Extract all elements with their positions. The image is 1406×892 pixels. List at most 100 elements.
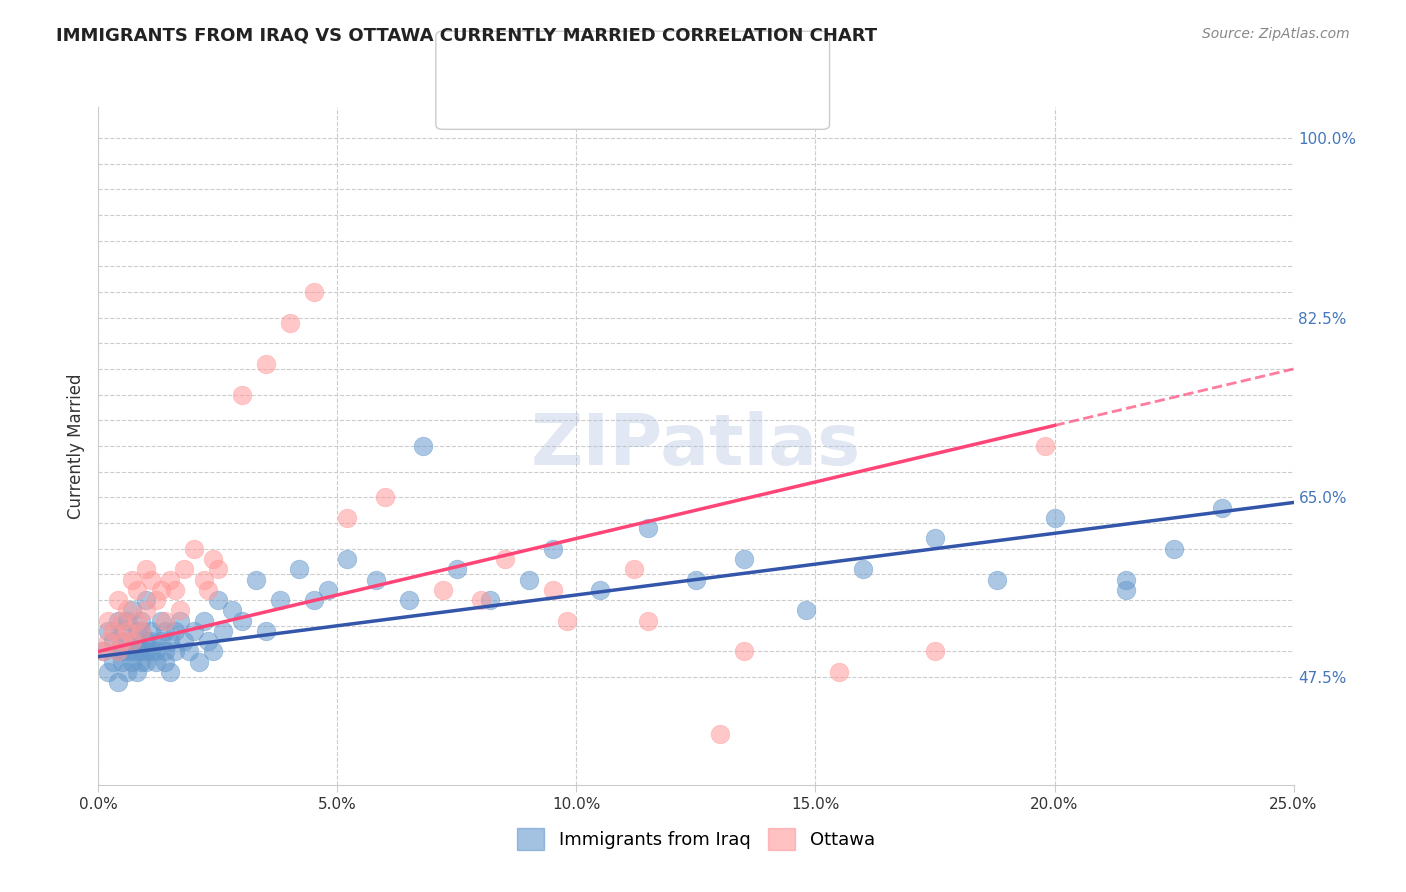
Point — [202, 644, 225, 658]
Point — [245, 573, 267, 587]
Point — [91, 644, 114, 658]
Point — [202, 552, 225, 566]
Point — [207, 593, 229, 607]
Point — [623, 562, 645, 576]
Point — [139, 634, 162, 648]
Point — [131, 624, 153, 638]
Point — [121, 655, 143, 669]
Point — [555, 614, 578, 628]
Point — [97, 665, 120, 679]
Point — [446, 562, 468, 576]
Point — [193, 614, 215, 628]
Point — [125, 644, 148, 658]
Point — [231, 614, 253, 628]
Point — [121, 634, 143, 648]
Point — [125, 624, 148, 638]
Point — [111, 655, 134, 669]
Point — [924, 532, 946, 546]
Point — [207, 562, 229, 576]
Point — [111, 624, 134, 638]
Point — [131, 624, 153, 638]
Point — [163, 624, 186, 638]
Point — [155, 644, 177, 658]
Point — [149, 634, 172, 648]
Point — [125, 582, 148, 597]
Point — [470, 593, 492, 607]
Point — [145, 655, 167, 669]
Point — [1211, 500, 1233, 515]
Point — [254, 357, 277, 371]
Point — [637, 614, 659, 628]
Point — [986, 573, 1008, 587]
Point — [145, 644, 167, 658]
Point — [269, 593, 291, 607]
Point — [794, 603, 817, 617]
Text: IMMIGRANTS FROM IRAQ VS OTTAWA CURRENTLY MARRIED CORRELATION CHART: IMMIGRANTS FROM IRAQ VS OTTAWA CURRENTLY… — [56, 27, 877, 45]
Point — [131, 655, 153, 669]
Point — [139, 573, 162, 587]
Point — [121, 573, 143, 587]
Point — [169, 603, 191, 617]
Point — [139, 644, 162, 658]
Point — [139, 624, 162, 638]
Legend: Immigrants from Iraq, Ottawa: Immigrants from Iraq, Ottawa — [510, 821, 882, 857]
Point — [173, 562, 195, 576]
Point — [169, 614, 191, 628]
Text: Source: ZipAtlas.com: Source: ZipAtlas.com — [1202, 27, 1350, 41]
Point — [398, 593, 420, 607]
Point — [211, 624, 233, 638]
Point — [135, 644, 157, 658]
Point — [131, 644, 153, 658]
Y-axis label: Currently Married: Currently Married — [66, 373, 84, 519]
Point — [107, 593, 129, 607]
Point — [121, 603, 143, 617]
Text: ZIPatlas: ZIPatlas — [531, 411, 860, 481]
Point — [197, 634, 219, 648]
Point — [733, 644, 755, 658]
Point — [1115, 582, 1137, 597]
Point — [115, 614, 138, 628]
Point — [149, 614, 172, 628]
Point — [1163, 541, 1185, 556]
Point — [163, 644, 186, 658]
Point — [107, 644, 129, 658]
Point — [1033, 439, 1056, 453]
Point — [107, 675, 129, 690]
Point — [107, 644, 129, 658]
Point — [115, 665, 138, 679]
Point — [288, 562, 311, 576]
Point — [125, 665, 148, 679]
Point — [91, 644, 114, 658]
Point — [135, 655, 157, 669]
Point — [302, 593, 325, 607]
Point — [336, 552, 359, 566]
Point — [221, 603, 243, 617]
Point — [924, 644, 946, 658]
Point — [125, 614, 148, 628]
Point — [231, 387, 253, 401]
Point — [149, 582, 172, 597]
Point — [179, 644, 201, 658]
Point — [187, 655, 209, 669]
Point — [541, 582, 564, 597]
Point — [115, 644, 138, 658]
Point — [111, 634, 134, 648]
Point — [101, 655, 124, 669]
Point — [121, 644, 143, 658]
Point — [637, 521, 659, 535]
Point — [709, 726, 731, 740]
Point — [101, 634, 124, 648]
Point — [517, 573, 540, 587]
Point — [131, 614, 153, 628]
Point — [115, 624, 138, 638]
Point — [254, 624, 277, 638]
Point — [107, 614, 129, 628]
Point — [135, 634, 157, 648]
Point — [183, 624, 205, 638]
Point — [364, 573, 387, 587]
Point — [302, 285, 325, 299]
Point — [101, 624, 124, 638]
Point — [193, 573, 215, 587]
Point — [159, 634, 181, 648]
Point — [135, 603, 157, 617]
